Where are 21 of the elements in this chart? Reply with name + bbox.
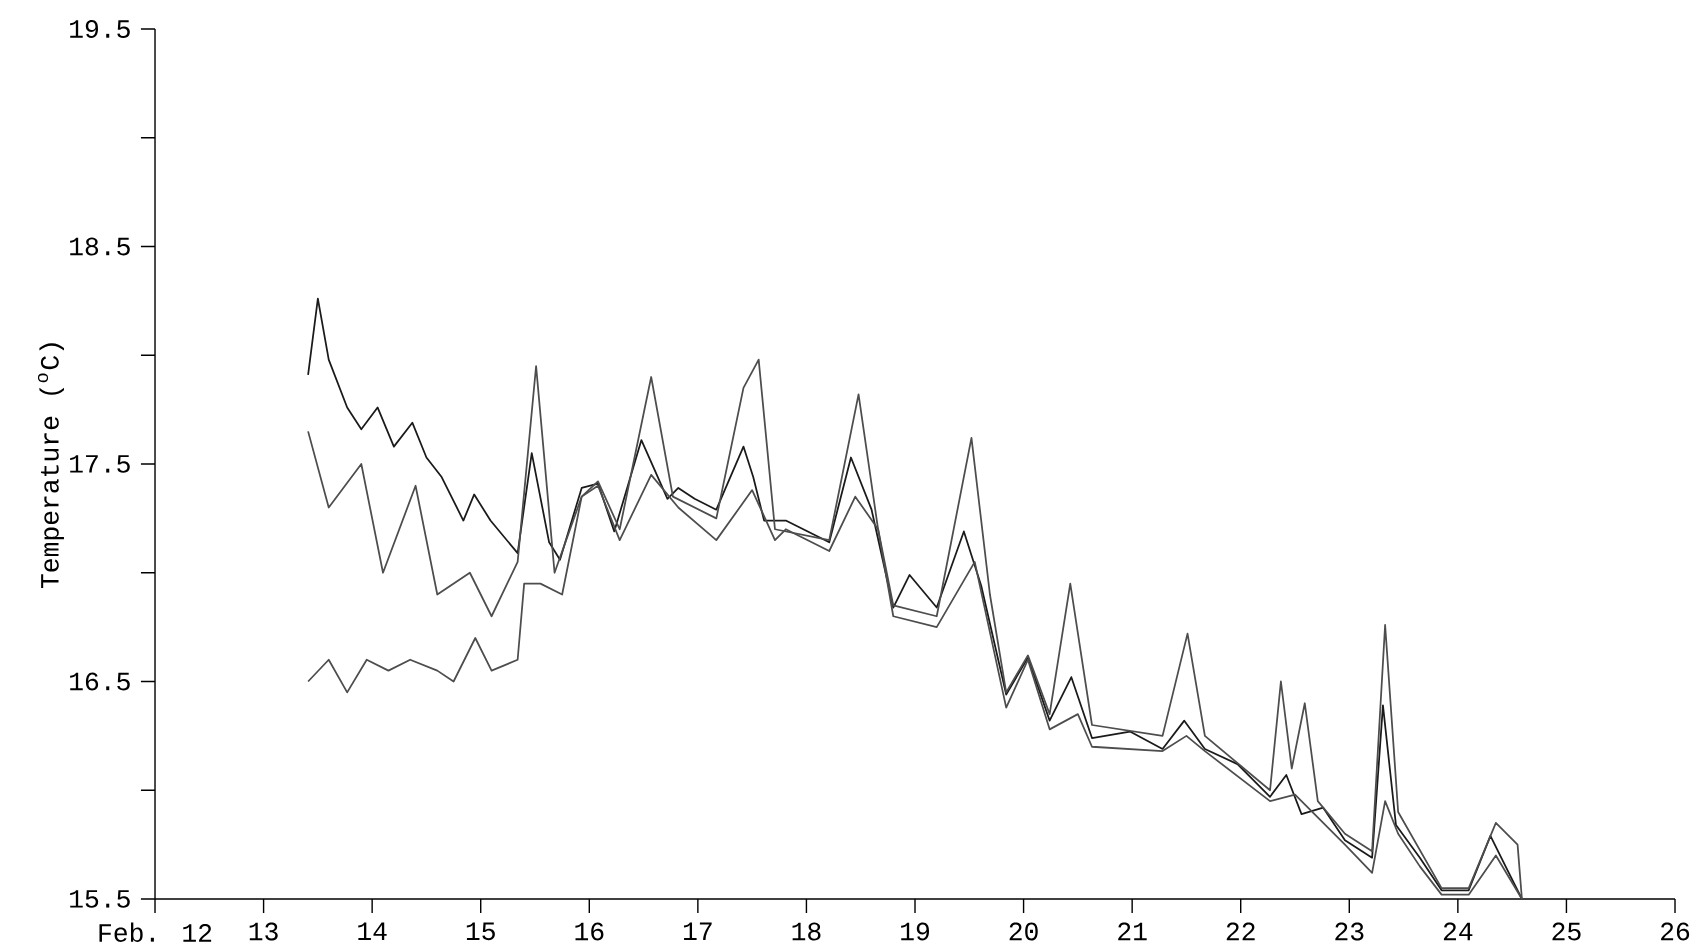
x-tick-label: 15 xyxy=(466,922,495,941)
x-tick-label: 14 xyxy=(358,922,387,941)
x-tick-label: 23 xyxy=(1335,922,1364,941)
x-tick-label: 26 xyxy=(1661,922,1690,941)
x-tick-label: 17 xyxy=(683,922,712,941)
x-tick-label: 25 xyxy=(1552,922,1581,941)
x-tick-label: 18 xyxy=(792,922,821,941)
y-tick-label: 16.5 xyxy=(70,672,130,691)
y-tick-label: 19.5 xyxy=(70,20,130,39)
y-tick-label: 18.5 xyxy=(70,237,130,256)
x-tick-label: 13 xyxy=(249,922,278,941)
x-tick-label: 21 xyxy=(1118,922,1147,941)
x-tick-label: 16 xyxy=(575,922,604,941)
x-tick-label: 24 xyxy=(1443,922,1473,941)
x-tick-label: Feb. 12 xyxy=(99,922,212,943)
y-tick-label: 17.5 xyxy=(70,455,130,473)
y-tick-label: 15.5 xyxy=(70,890,130,908)
x-tick-label: 20 xyxy=(1009,922,1038,941)
x-tick-label: 22 xyxy=(1226,922,1255,941)
x-tick-label: 19 xyxy=(901,922,929,941)
y-axis-title: Temperature ($^{o}$C) xyxy=(37,343,64,589)
